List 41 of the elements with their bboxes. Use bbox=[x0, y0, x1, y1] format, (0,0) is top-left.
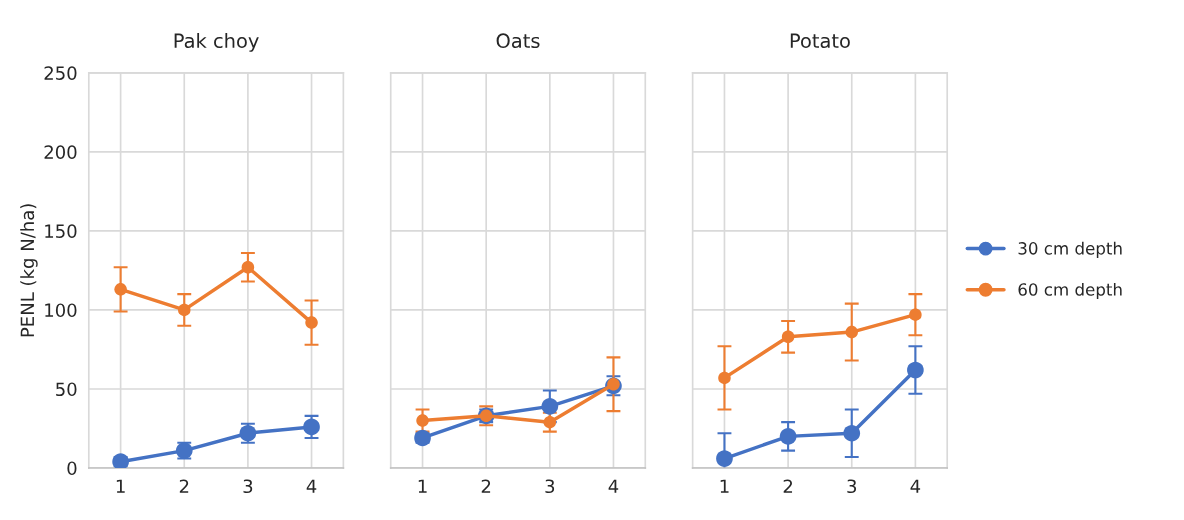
y-axis-title: PENL (kg N/ha) bbox=[20, 204, 38, 337]
y-tick-label: 0 bbox=[67, 461, 77, 476]
point bbox=[845, 325, 858, 339]
y-tick-label: 50 bbox=[56, 382, 77, 397]
x-tick-label: 2 bbox=[783, 479, 793, 493]
x-tick-label: 4 bbox=[608, 479, 619, 493]
point bbox=[303, 418, 320, 436]
y-tick-label: 150 bbox=[45, 224, 77, 238]
point bbox=[178, 303, 191, 317]
chart-title: Oats bbox=[496, 33, 540, 49]
point bbox=[716, 450, 733, 467]
x-tick-label: 4 bbox=[306, 479, 317, 493]
point bbox=[779, 428, 797, 445]
point bbox=[843, 424, 861, 442]
x-tick-label: 1 bbox=[720, 479, 729, 493]
point bbox=[909, 308, 922, 321]
legend-label: 30 cm depth bbox=[1018, 241, 1122, 258]
x-tick-label: 1 bbox=[418, 479, 427, 493]
y-tick-label: 200 bbox=[44, 145, 77, 159]
x-tick-label: 3 bbox=[545, 479, 555, 494]
point bbox=[416, 414, 429, 427]
point bbox=[781, 330, 795, 344]
point bbox=[114, 283, 127, 296]
point bbox=[543, 415, 557, 429]
point bbox=[305, 316, 318, 329]
chart-title: Potato bbox=[790, 33, 850, 49]
x-tick-label: 3 bbox=[847, 479, 857, 494]
point bbox=[718, 371, 731, 385]
point bbox=[541, 398, 559, 415]
x-tick-label: 1 bbox=[116, 479, 125, 493]
point bbox=[607, 377, 620, 391]
point bbox=[241, 260, 255, 274]
y-tick-label: 100 bbox=[45, 303, 77, 318]
x-tick-label: 2 bbox=[481, 479, 491, 493]
x-tick-label: 2 bbox=[179, 479, 189, 493]
legend-label: 60 cm depth bbox=[1018, 282, 1122, 300]
y-tick-label: 250 bbox=[44, 66, 77, 80]
x-tick-label: 4 bbox=[910, 479, 921, 493]
chart-title: Pak choy bbox=[174, 33, 259, 52]
x-tick-label: 3 bbox=[243, 479, 253, 494]
point bbox=[907, 361, 924, 379]
